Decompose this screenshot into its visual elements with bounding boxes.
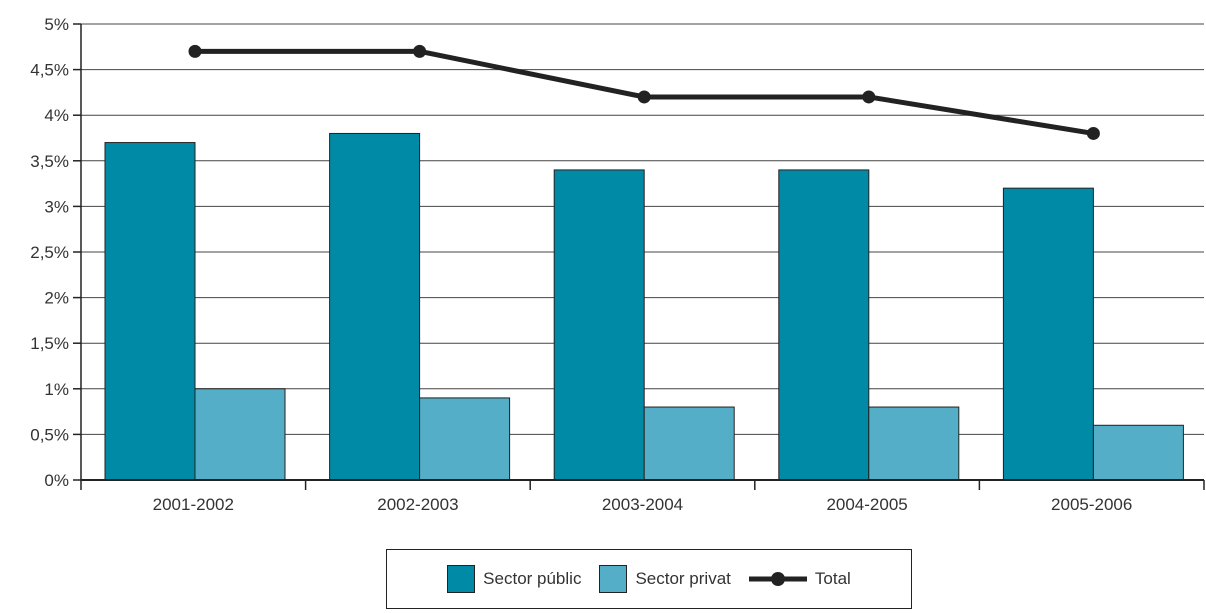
legend-swatch-sector-public bbox=[447, 565, 476, 593]
y-tick-label: 0,5% bbox=[30, 425, 69, 444]
point-total bbox=[413, 44, 427, 58]
x-tick-label: 2003-2004 bbox=[602, 495, 683, 514]
y-tick-label: 0% bbox=[44, 471, 69, 490]
point-total bbox=[188, 44, 202, 58]
bar-sector-privat bbox=[419, 397, 511, 481]
y-tick-label: 2,5% bbox=[30, 243, 69, 262]
x-tick-label: 2001-2002 bbox=[153, 495, 234, 514]
y-tick-label: 4% bbox=[44, 106, 69, 125]
point-total bbox=[1086, 126, 1100, 140]
legend-item-sector-public: Sector públic bbox=[447, 565, 581, 593]
bar-sector-public bbox=[1002, 187, 1094, 481]
legend-item-sector-privat: Sector privat bbox=[599, 565, 731, 593]
legend-label-sector-public: Sector públic bbox=[483, 569, 582, 588]
y-tick-label: 1% bbox=[44, 380, 69, 399]
bar-sector-privat bbox=[643, 406, 735, 481]
bar-sector-public bbox=[778, 169, 870, 481]
bar-sector-public bbox=[329, 132, 421, 481]
legend-label-sector-privat: Sector privat bbox=[635, 569, 731, 588]
y-tick-label: 1,5% bbox=[30, 334, 69, 353]
point-total bbox=[862, 90, 876, 104]
bar-sector-public bbox=[553, 169, 645, 481]
y-tick-label: 4,5% bbox=[30, 61, 69, 80]
legend: Sector públic Sector privat Total bbox=[386, 549, 912, 609]
bar-sector-privat bbox=[868, 406, 960, 481]
point-total bbox=[637, 90, 651, 104]
bar-sector-privat bbox=[1092, 424, 1184, 481]
legend-label-total: Total bbox=[814, 569, 851, 588]
x-tick-label: 2002-2003 bbox=[377, 495, 458, 514]
bar-sector-privat bbox=[194, 388, 286, 481]
legend-swatch-sector-privat bbox=[599, 565, 628, 593]
y-tick-label: 5% bbox=[44, 15, 69, 34]
bar-sector-public bbox=[104, 142, 196, 481]
legend-line-total-icon bbox=[748, 572, 807, 586]
y-tick-label: 3% bbox=[44, 197, 69, 216]
y-tick-label: 3,5% bbox=[30, 152, 69, 171]
legend-item-total: Total bbox=[748, 569, 851, 589]
x-tick-label: 2005-2006 bbox=[1051, 495, 1132, 514]
x-tick-label: 2004-2005 bbox=[826, 495, 907, 514]
y-tick-label: 2% bbox=[44, 289, 69, 308]
